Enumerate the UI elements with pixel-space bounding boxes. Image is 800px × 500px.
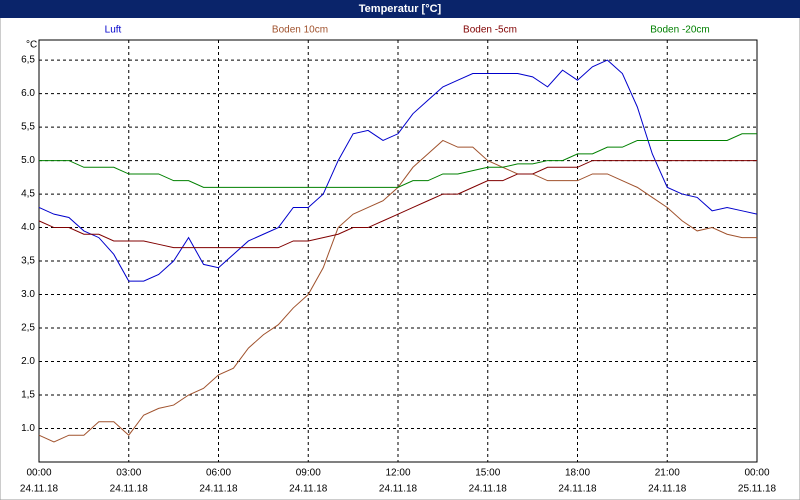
y-tick-label: 6.0 xyxy=(21,88,35,99)
y-tick-label: 1.0 xyxy=(21,423,35,434)
series-line xyxy=(38,59,758,282)
x-tick-date: 24.11.18 xyxy=(648,484,687,495)
series-line xyxy=(38,160,757,249)
y-tick-label: 3,5 xyxy=(21,256,35,267)
y-tick-label: 5.0 xyxy=(21,155,35,166)
x-tick-date: 24.11.18 xyxy=(289,484,328,495)
x-tick-label: 12:00 xyxy=(385,468,410,479)
x-tick-date: 25.11.18 xyxy=(738,484,777,495)
legend-label: Boden -20cm xyxy=(650,25,709,36)
x-tick-label: 09:00 xyxy=(296,468,321,479)
legend-label: Boden -5cm xyxy=(463,25,517,36)
legend-label: Luft xyxy=(105,25,122,36)
legend-label: Boden 10cm xyxy=(272,25,328,36)
x-tick-date: 24.11.18 xyxy=(110,484,149,495)
x-tick-label: 00:00 xyxy=(26,468,51,479)
x-tick-label: 03:00 xyxy=(116,468,141,479)
x-tick-label: 18:00 xyxy=(565,468,590,479)
x-tick-label: 21:00 xyxy=(655,468,680,479)
y-unit: °C xyxy=(26,40,37,51)
series-line xyxy=(39,133,757,188)
x-tick-label: 00:00 xyxy=(744,468,769,479)
y-tick-label: 6,5 xyxy=(21,55,35,66)
y-tick-label: 4.0 xyxy=(21,222,35,233)
y-tick-label: 4,5 xyxy=(21,189,35,200)
x-tick-date: 24.11.18 xyxy=(20,484,59,495)
title-bar xyxy=(0,0,800,18)
x-tick-date: 24.11.18 xyxy=(199,484,238,495)
y-tick-label: 2.0 xyxy=(21,356,35,367)
y-tick-label: 1,5 xyxy=(21,390,35,401)
y-tick-label: 3.0 xyxy=(21,289,35,300)
y-tick-label: 5,5 xyxy=(21,122,35,133)
y-tick-label: 2,5 xyxy=(21,323,35,334)
chart-title: Temperatur [°C] xyxy=(359,3,442,15)
x-tick-date: 24.11.18 xyxy=(469,484,508,495)
x-tick-label: 15:00 xyxy=(475,468,500,479)
x-tick-date: 24.11.18 xyxy=(558,484,597,495)
x-tick-date: 24.11.18 xyxy=(379,484,418,495)
x-tick-label: 06:00 xyxy=(206,468,231,479)
